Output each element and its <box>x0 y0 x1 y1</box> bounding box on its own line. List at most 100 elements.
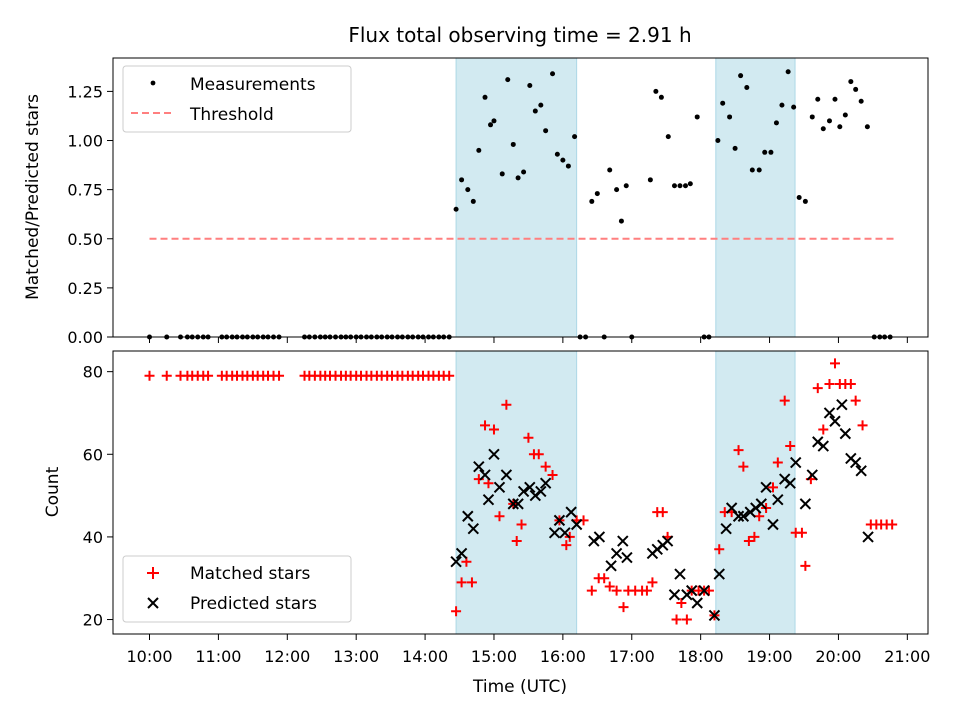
predicted-star-point <box>473 460 485 473</box>
x-axis-label: Time (UTC) <box>472 677 567 697</box>
measurement-point <box>802 198 808 204</box>
measurement-point <box>694 114 700 120</box>
matched-star-point <box>533 449 544 460</box>
predicted-star-point <box>799 498 812 510</box>
ratio-legend-box <box>122 65 352 133</box>
ratio-y-tick-label: 1.25 <box>67 82 103 101</box>
predicted-star-point <box>849 456 862 469</box>
predicted-star-point <box>839 427 852 440</box>
measurement-point <box>521 169 527 175</box>
measurement-point <box>744 84 750 90</box>
measurement-point <box>614 187 620 193</box>
measurement-point <box>720 100 726 106</box>
matched-star-point <box>772 457 783 468</box>
measurement-point <box>618 218 624 224</box>
count-y-tick-label: 20 <box>83 611 103 630</box>
x-tick-label: 17:00 <box>609 647 655 666</box>
measurement-point <box>623 183 629 189</box>
measurement-point <box>749 167 755 173</box>
measurement-point <box>465 187 471 193</box>
predicted-star-point <box>691 597 703 609</box>
matched-star-point <box>818 424 829 435</box>
measurement-point <box>864 124 870 130</box>
matched-star-point <box>618 602 629 613</box>
measurement-point <box>554 151 560 157</box>
predicted-star-point <box>862 531 874 543</box>
matched-star-point <box>743 536 754 547</box>
predicted-star-point <box>617 535 629 547</box>
predicted-star-point <box>732 510 745 522</box>
x-tick-label: 12:00 <box>264 647 310 666</box>
matched-star-point <box>274 370 285 381</box>
count-y-ticks: 20 40 60 80 <box>83 363 113 630</box>
observing-band-1 <box>455 350 578 635</box>
predicted-star-point <box>806 469 818 481</box>
count-legend: Matched stars Predicted stars <box>122 555 352 623</box>
matched-star-point <box>800 560 811 571</box>
matched-star-point <box>611 585 622 596</box>
measurement-point <box>658 94 664 100</box>
matched-star-point <box>738 461 749 472</box>
matched-star-point <box>483 478 494 489</box>
ratio-y-ticks: 0.00 0.25 0.50 0.75 1.00 1.25 <box>67 82 113 347</box>
matched-star-point <box>681 614 692 625</box>
measurement-point <box>820 126 826 132</box>
ratio-y-tick-label: 0.25 <box>67 279 103 298</box>
count-y-tick-label: 60 <box>83 445 103 464</box>
matched-star-point <box>754 511 765 522</box>
measurement-point <box>470 198 476 204</box>
matched-star-point <box>480 420 491 431</box>
predicted-star-point <box>836 399 848 411</box>
measurement-point <box>796 195 802 200</box>
measurement-point <box>677 183 683 189</box>
measurement-point <box>647 177 653 183</box>
measurement-point <box>682 183 688 189</box>
measurement-point <box>809 114 815 120</box>
predicted-star-point <box>450 555 462 568</box>
matched-star-point <box>657 507 668 518</box>
x-tick-label: 18:00 <box>678 647 724 666</box>
x-tick-label: 11:00 <box>195 647 241 666</box>
predicted-star-point <box>479 469 491 481</box>
matched-star-point <box>511 536 522 547</box>
matched-star-point <box>749 531 760 542</box>
matched-star-point <box>857 420 868 431</box>
measurement-point <box>459 177 465 183</box>
measurement-point <box>653 88 659 94</box>
measurement-point <box>738 73 744 79</box>
matched-star-point <box>547 469 558 480</box>
matched-star-point <box>845 379 856 390</box>
legend-matched-label: Matched stars <box>190 564 310 584</box>
matched-star-point <box>586 585 597 596</box>
measurement-point <box>687 181 693 187</box>
matched-star-point <box>641 585 652 596</box>
measurement-point <box>773 120 779 126</box>
legend-predicted-label: Predicted stars <box>190 594 317 614</box>
predicted-star-point <box>500 469 513 481</box>
count-x-ticks: 10:00 11:00 12:00 13:00 14:00 15:00 16:00 17:00… <box>126 634 930 666</box>
count-y-tick-label: 40 <box>83 528 103 547</box>
predicted-star-point <box>674 568 686 580</box>
ratio-y-axis-label: Matched/Predicted stars <box>23 94 43 300</box>
measurement-point <box>607 167 613 173</box>
predicted-star-point <box>790 456 802 469</box>
predicted-star-point <box>535 485 547 498</box>
measurement-point <box>499 171 505 177</box>
predicted-star-point <box>570 518 583 531</box>
count-y-axis-label: Count <box>43 466 63 517</box>
measurement-point <box>815 96 821 102</box>
measurement-point <box>826 118 832 124</box>
matched-star-point <box>733 445 744 456</box>
predicted-star-point <box>829 415 841 427</box>
measurement-point <box>538 102 544 108</box>
measurement-point <box>715 138 721 144</box>
count-y-tick-label: 80 <box>83 363 103 382</box>
predicted-star-point <box>755 498 767 510</box>
measurement-point <box>560 157 566 163</box>
measurement-point <box>785 69 791 75</box>
matched-legend-marker <box>147 567 159 579</box>
ratio-y-tick-label: 0.50 <box>67 230 103 249</box>
predicted-star-point <box>605 560 617 572</box>
